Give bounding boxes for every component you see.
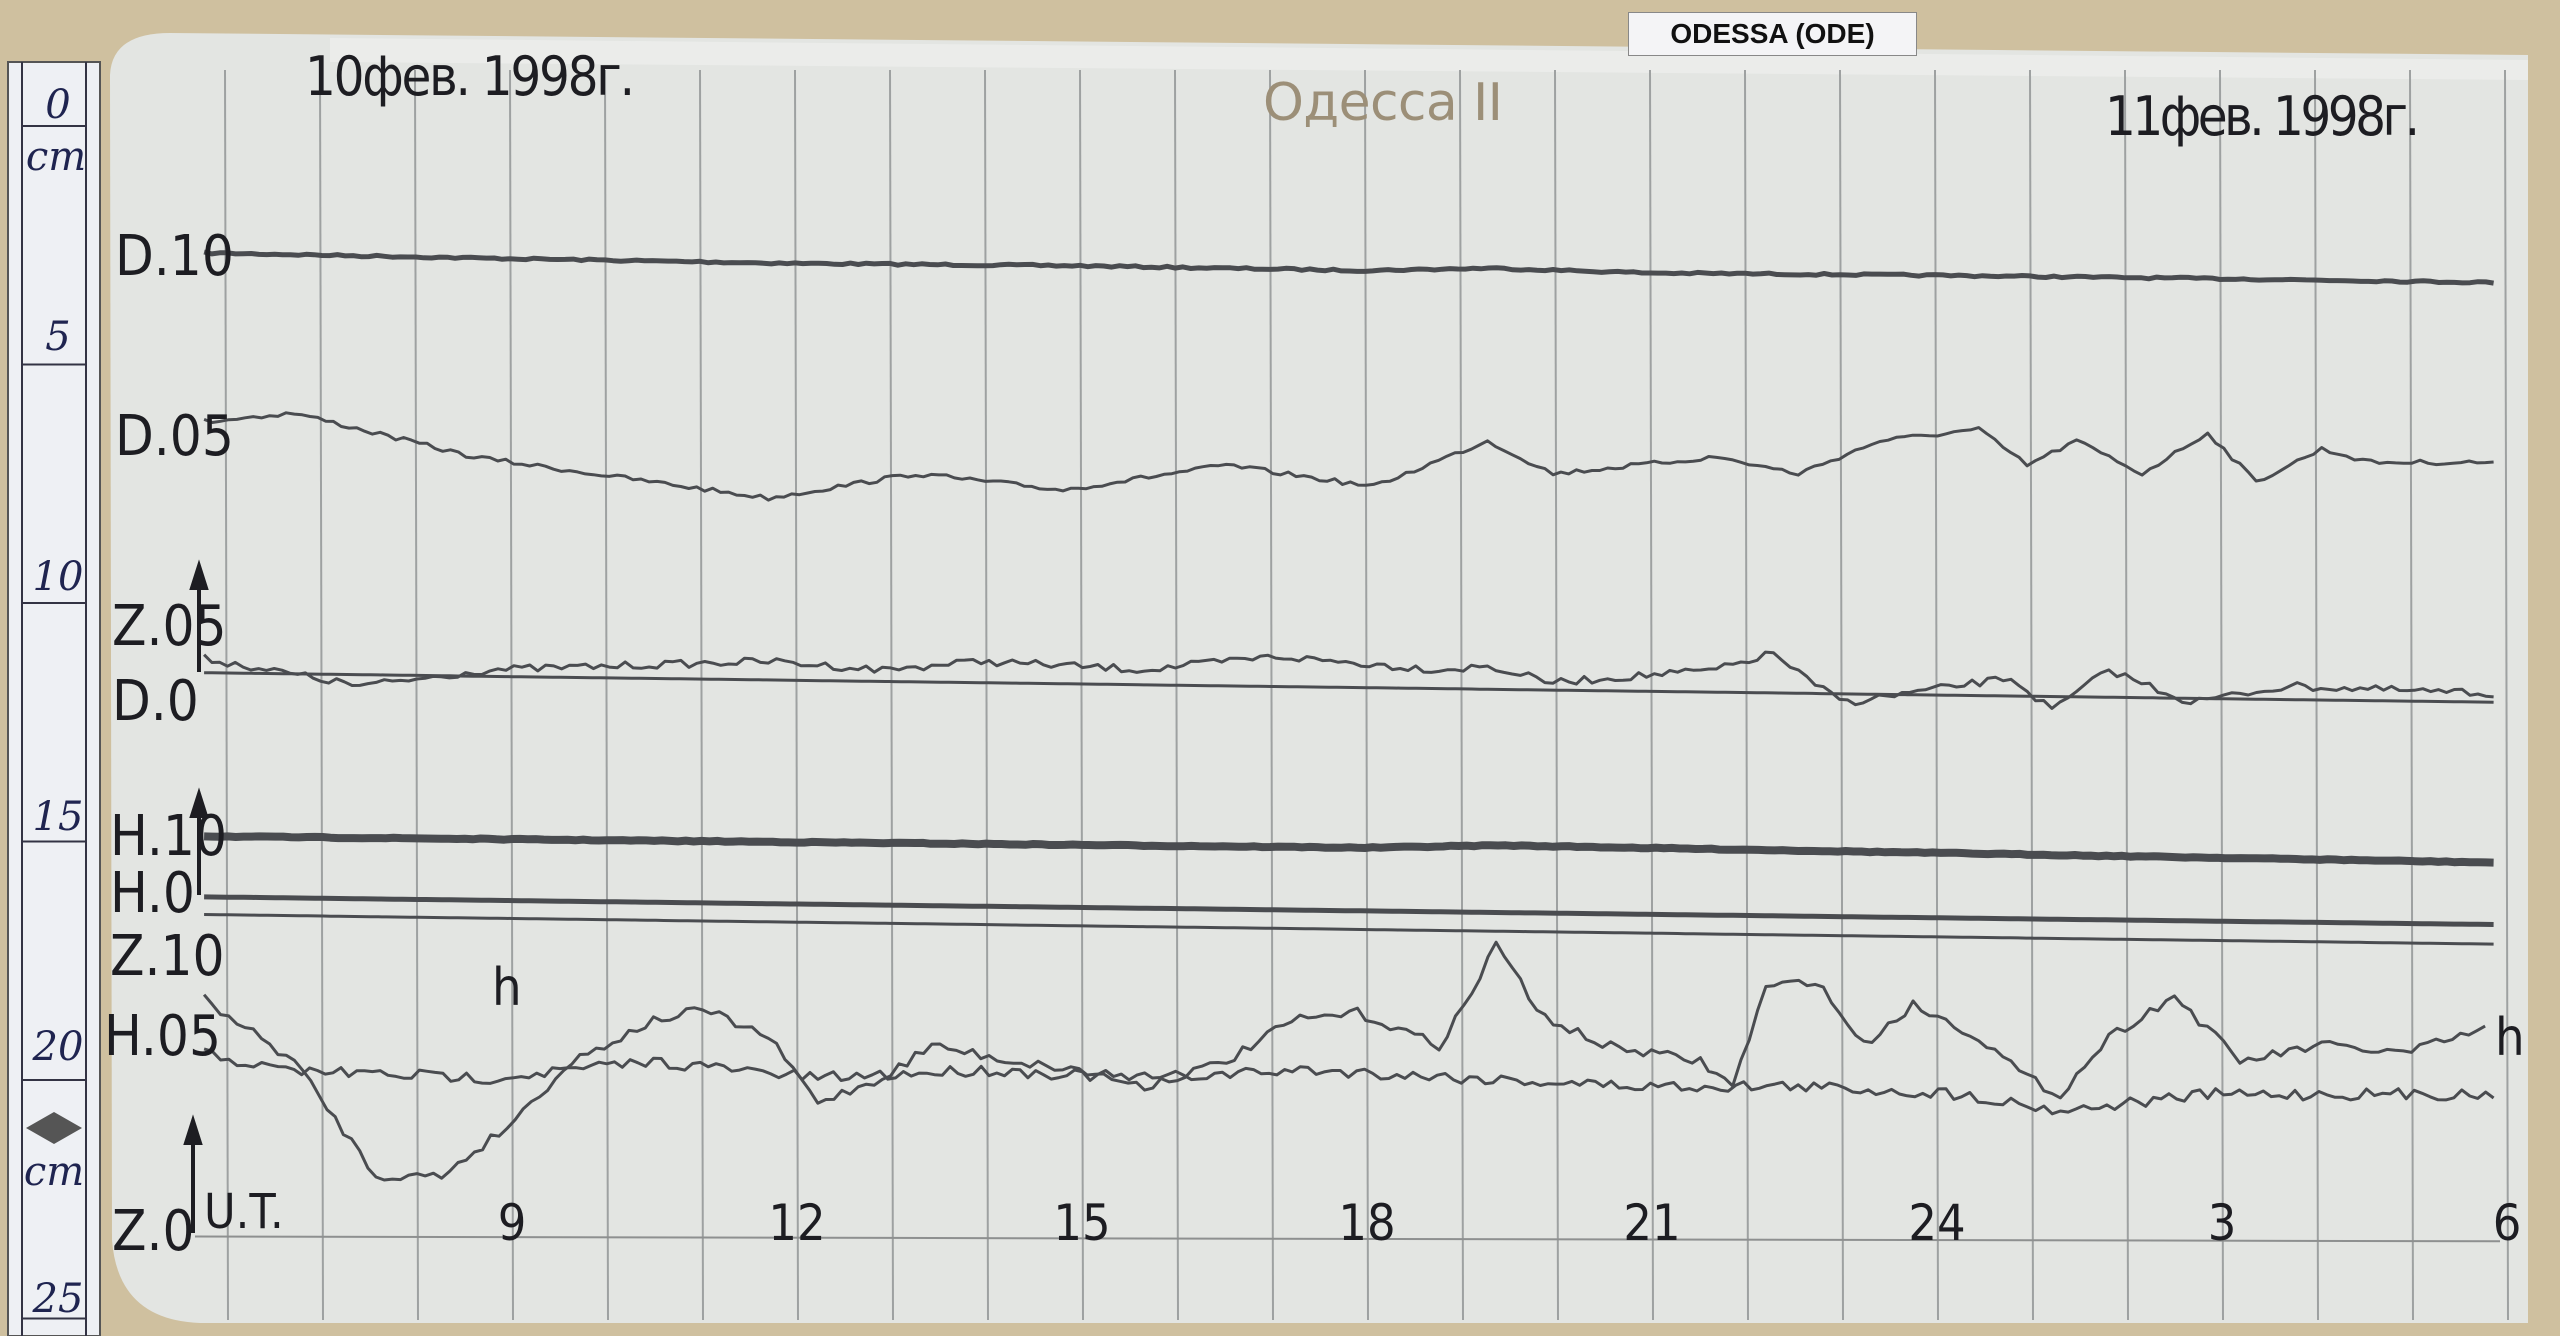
x-tick-label: 9 [498, 1194, 527, 1252]
label-z0: Z.0 [112, 1199, 195, 1264]
hour-tick-labels: 9 12 15 18 21 24 3 6 [498, 1194, 2522, 1252]
label-h0: H.0 [110, 861, 195, 926]
trace-h0 [204, 894, 2494, 927]
label-d10: D.10 [115, 224, 234, 289]
trace-d10 [203, 249, 2494, 286]
arrow-up-icon [183, 1114, 203, 1145]
grid-line [1174, 69, 1179, 1321]
x-tick-label: 15 [1053, 1194, 1110, 1252]
date-start: 10фев. 1998г. [305, 45, 635, 108]
cm-ruler: 0 5 10 15 20 25 cm cm [7, 61, 101, 1336]
label-h05: H.05 [104, 1004, 221, 1069]
grid-line [604, 69, 609, 1321]
x-tick-label: 24 [1908, 1194, 1965, 1252]
grid-line [1554, 69, 1559, 1321]
ruler-tick-10: 10 [33, 554, 84, 600]
x-tick-label: 12 [768, 1194, 825, 1252]
label-z05: Z.05 [112, 594, 227, 659]
arrow-up-icon [189, 787, 209, 818]
station-label: ODESSA (ODE) [1628, 12, 1917, 56]
label-d05: D.05 [115, 404, 234, 469]
time-baseline [194, 1235, 2501, 1243]
x-tick-label: 6 [2493, 1194, 2522, 1252]
scale-arrows [183, 559, 209, 1233]
grid-line [2409, 69, 2414, 1321]
grid-line [1079, 69, 1084, 1321]
traces [202, 249, 2495, 1182]
grid-line [889, 69, 894, 1321]
hour-marker-right: h [2495, 1008, 2525, 1068]
grid-line [1744, 69, 1749, 1321]
grid-line [1459, 69, 1464, 1321]
ruler-unit-bottom: cm [24, 1149, 84, 1195]
trace-d0 [204, 671, 2494, 704]
eye-screw-icon [26, 1112, 82, 1144]
grid-line [319, 69, 324, 1321]
ruler-tick-0: 0 [45, 82, 70, 128]
grid-line [699, 69, 704, 1321]
ruler-tick-15: 15 [33, 794, 84, 840]
hour-marker-left: h [492, 958, 522, 1018]
ruler-unit-top: cm [26, 134, 86, 180]
x-tick-label: 18 [1338, 1194, 1395, 1252]
grid-line [224, 69, 229, 1321]
label-d0: D.0 [112, 669, 199, 734]
grid-line [414, 69, 419, 1321]
station-handwritten: Одесса II [1263, 73, 1503, 133]
grid-line [984, 69, 989, 1321]
paper-fold [330, 38, 2528, 80]
grid-line [1649, 69, 1654, 1321]
chart-paper [110, 33, 2528, 1323]
trace-h05 [202, 940, 2486, 1182]
grid-line [1269, 69, 1274, 1321]
label-h10: H.10 [110, 804, 227, 869]
arrow-up-icon [189, 559, 209, 590]
grid-line [1364, 69, 1369, 1321]
ruler-tick-25: 25 [32, 1276, 84, 1322]
grid-line [509, 69, 514, 1321]
trace-z10 [204, 913, 2494, 946]
ruler-tick-5: 5 [45, 314, 70, 360]
grid-line [2504, 69, 2509, 1321]
x-axis-label: U.T. [204, 1184, 284, 1240]
label-z10: Z.10 [110, 924, 225, 989]
x-tick-label: 21 [1623, 1194, 1680, 1252]
x-tick-label: 3 [2208, 1194, 2237, 1252]
ruler-tick-20: 20 [32, 1024, 84, 1070]
trace-z05 [203, 650, 2494, 710]
trace-d05 [203, 411, 2494, 502]
date-end: 11фев. 1998г. [2105, 85, 2420, 148]
trace-h10 [203, 832, 2494, 867]
grid-line [794, 69, 799, 1321]
trace-z0 [203, 1047, 2495, 1116]
